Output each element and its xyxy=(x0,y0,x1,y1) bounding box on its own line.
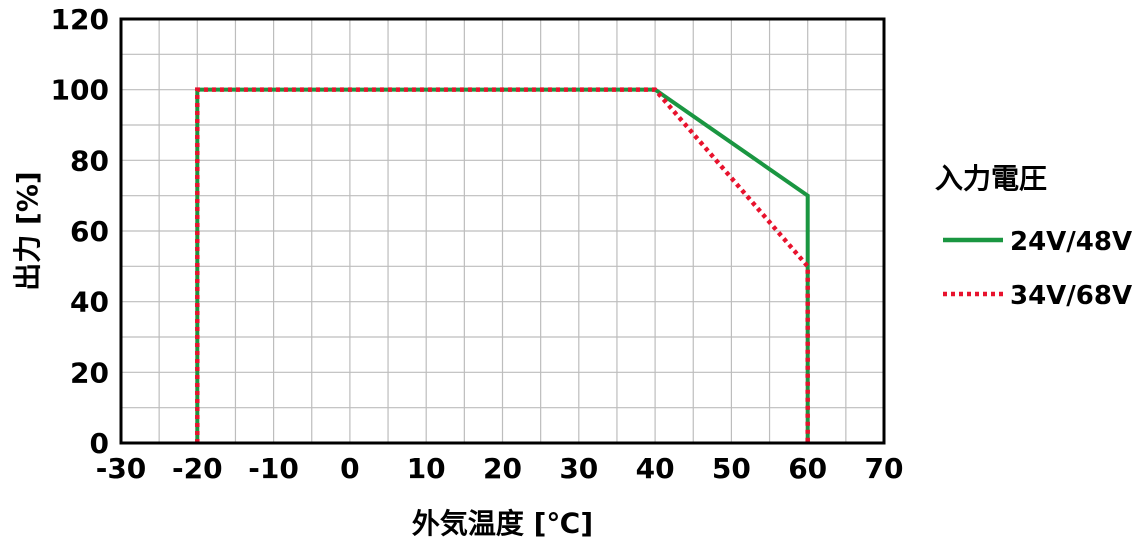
x-tick-label: -30 xyxy=(96,452,147,485)
x-tick-label: 0 xyxy=(340,452,359,485)
x-tick-label: 40 xyxy=(636,452,675,485)
series-group xyxy=(195,87,810,443)
y-axis-title: 出力 [%] xyxy=(11,171,44,290)
legend-title: 入力電圧 xyxy=(935,162,1047,195)
x-tick-label: 10 xyxy=(407,452,446,485)
legend: 24V/48V 34V/68V xyxy=(943,227,1132,311)
x-tick-label: 50 xyxy=(712,452,751,485)
grid-lines xyxy=(121,19,884,443)
x-tick-label: 70 xyxy=(865,452,904,485)
x-tick-label: 60 xyxy=(788,452,827,485)
x-tick-labels: -30 -20 -10 0 10 20 30 40 50 60 70 xyxy=(96,452,904,485)
y-tick-labels: 0 20 40 60 80 100 120 xyxy=(51,3,109,460)
y-tick-label: 40 xyxy=(70,286,109,319)
y-tick-label: 60 xyxy=(70,215,109,248)
series-line-2 xyxy=(195,87,810,443)
y-tick-label: 0 xyxy=(90,427,109,460)
y-tick-label: 120 xyxy=(51,3,109,36)
y-tick-label: 20 xyxy=(70,356,109,389)
x-tick-label: -10 xyxy=(248,452,299,485)
legend-label-2: 34V/68V xyxy=(1010,281,1132,311)
y-tick-label: 100 xyxy=(51,74,109,107)
x-tick-label: 30 xyxy=(559,452,598,485)
plot-frame xyxy=(119,17,886,445)
legend-label-1: 24V/48V xyxy=(1010,227,1132,257)
x-axis-title: 外気温度 [℃] xyxy=(412,507,593,540)
x-tick-label: -20 xyxy=(172,452,223,485)
y-tick-label: 80 xyxy=(70,144,109,177)
x-tick-label: 20 xyxy=(483,452,522,485)
